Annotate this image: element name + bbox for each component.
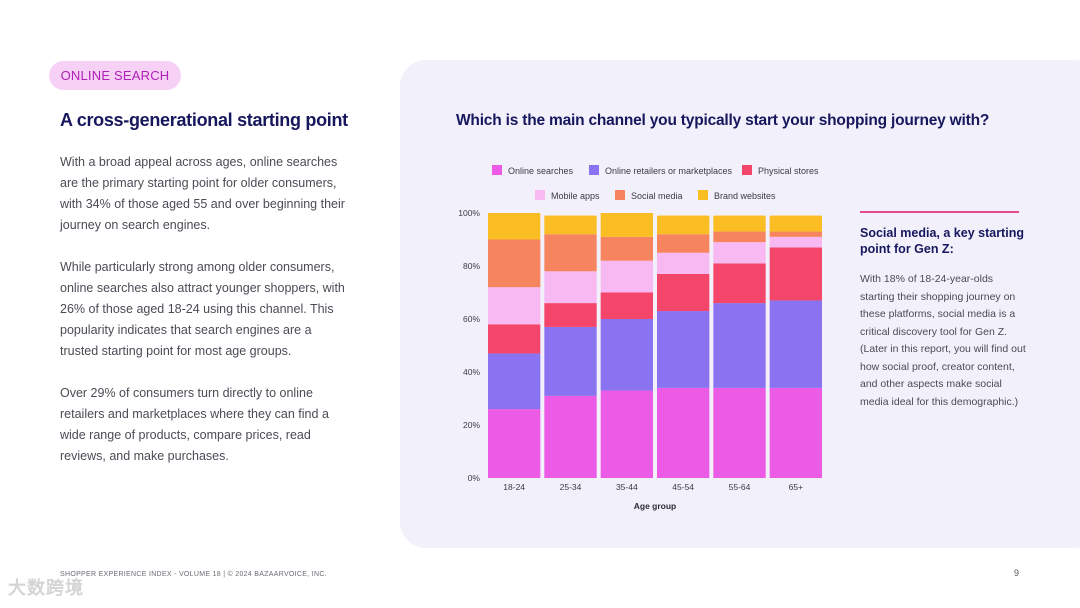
bar-45-54-mobile-apps: [657, 252, 710, 274]
body-text: With a broad appeal across ages, online …: [60, 152, 350, 488]
bar-55-64-social-media: [713, 231, 766, 243]
bar-18-24-physical-stores: [488, 324, 541, 354]
page-number: 9: [1014, 568, 1020, 578]
bar-25-34-social-media: [544, 234, 597, 272]
bar-35-44-online-searches: [600, 390, 653, 478]
x-tick-65+: 65+: [789, 482, 803, 492]
bar-18-24-social-media: [488, 239, 541, 288]
bar-cap-65+: [769, 215, 822, 222]
bar-45-54-social-media: [657, 234, 710, 253]
bar-35-44-mobile-apps: [600, 260, 653, 293]
bar-25-34-physical-stores: [544, 303, 597, 327]
bar-25-34-online-retailers-or-marketplaces: [544, 326, 597, 396]
bar-18-24-online-retailers-or-marketplaces: [488, 353, 541, 410]
legend-swatch-0: [492, 165, 502, 175]
bar-65+-social-media: [769, 231, 822, 237]
bar-45-54-online-searches: [657, 387, 710, 478]
watermark: 大数跨境: [8, 578, 84, 598]
section-tag: ONLINE SEARCH: [49, 61, 181, 90]
bar-cap-35-44: [600, 213, 653, 219]
legend-swatch-5: [698, 190, 708, 200]
bar-65+-online-retailers-or-marketplaces: [769, 300, 822, 388]
y-tick-60: 60%: [463, 314, 480, 324]
bar-45-54-physical-stores: [657, 273, 710, 312]
legend-label-4: Social media: [631, 191, 683, 201]
x-tick-35-44: 35-44: [616, 482, 638, 492]
legend-swatch-4: [615, 190, 625, 200]
bar-65+-mobile-apps: [769, 236, 822, 248]
bar-35-44-physical-stores: [600, 292, 653, 319]
legend-swatch-1: [589, 165, 599, 175]
bar-cap-45-54: [657, 215, 710, 222]
x-tick-25-34: 25-34: [560, 482, 582, 492]
bar-55-64-mobile-apps: [713, 242, 766, 264]
y-tick-20: 20%: [463, 420, 480, 430]
legend-label-1: Online retailers or marketplaces: [605, 166, 733, 176]
bar-45-54-online-retailers-or-marketplaces: [657, 311, 710, 388]
bar-18-24-online-searches: [488, 409, 541, 478]
sidebar-divider: [860, 211, 1019, 213]
y-tick-40: 40%: [463, 367, 480, 377]
legend-swatch-2: [742, 165, 752, 175]
paragraph-1: With a broad appeal across ages, online …: [60, 155, 345, 232]
paragraph-3: Over 29% of consumers turn directly to o…: [60, 386, 329, 463]
bar-35-44-social-media: [600, 236, 653, 261]
y-tick-0: 0%: [468, 473, 481, 483]
chart-title: Which is the main channel you typically …: [456, 112, 990, 129]
legend-label-5: Brand websites: [714, 191, 776, 201]
bar-cap-55-64: [713, 215, 766, 222]
paragraph-2: While particularly strong among older co…: [60, 260, 345, 358]
bar-cap-25-34: [544, 215, 597, 222]
legend-label-0: Online searches: [508, 166, 574, 176]
bar-55-64-online-searches: [713, 387, 766, 478]
legend-label-2: Physical stores: [758, 166, 819, 176]
x-axis-title: Age group: [634, 501, 677, 511]
bar-55-64-online-retailers-or-marketplaces: [713, 303, 766, 388]
sidebar-title: Social media, a key starting point for G…: [860, 226, 1024, 256]
section-heading: A cross-generational starting point: [60, 110, 348, 130]
bar-65+-online-searches: [769, 387, 822, 478]
bar-25-34-online-searches: [544, 395, 597, 478]
sidebar-text: With 18% of 18-24-year-olds starting the…: [860, 273, 1026, 408]
bar-55-64-physical-stores: [713, 263, 766, 304]
y-tick-100: 100%: [458, 208, 480, 218]
y-tick-80: 80%: [463, 261, 480, 271]
bar-18-24-mobile-apps: [488, 287, 541, 325]
bar-cap-18-24: [488, 213, 541, 219]
legend-swatch-3: [535, 190, 545, 200]
bar-35-44-online-retailers-or-marketplaces: [600, 319, 653, 391]
x-tick-55-64: 55-64: [729, 482, 751, 492]
bar-25-34-mobile-apps: [544, 271, 597, 304]
footer-text: SHOPPER EXPERIENCE INDEX - VOLUME 18 | ©…: [60, 571, 327, 578]
legend-label-3: Mobile apps: [551, 191, 600, 201]
x-tick-45-54: 45-54: [672, 482, 694, 492]
bar-65+-physical-stores: [769, 247, 822, 301]
x-tick-18-24: 18-24: [503, 482, 525, 492]
